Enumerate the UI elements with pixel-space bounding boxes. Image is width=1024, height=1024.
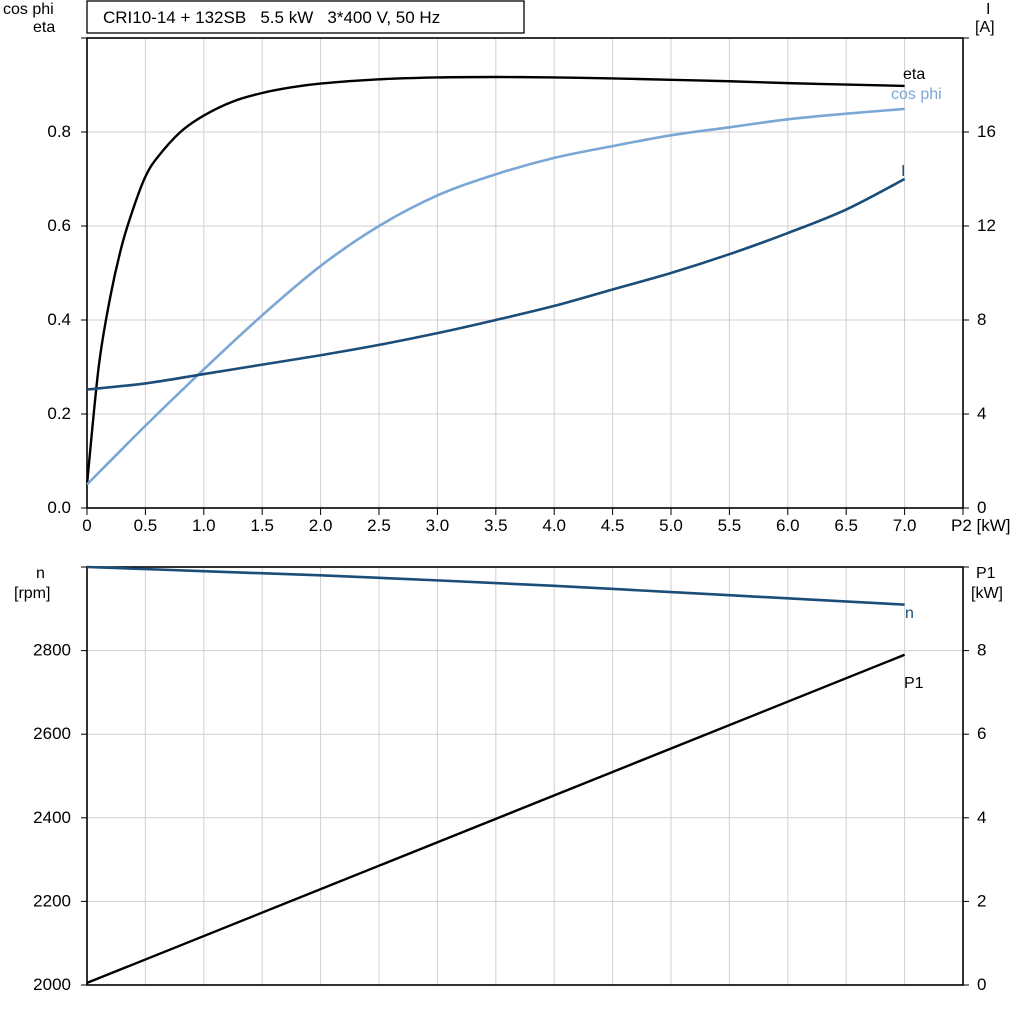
svg-text:0: 0 (82, 516, 91, 535)
svg-text:2200: 2200 (33, 891, 71, 910)
svg-text:0.8: 0.8 (47, 122, 71, 141)
svg-text:8: 8 (977, 641, 986, 660)
svg-text:12: 12 (977, 216, 996, 235)
svg-text:4.5: 4.5 (601, 516, 625, 535)
svg-text:7.0: 7.0 (893, 516, 917, 535)
svg-text:3.5: 3.5 (484, 516, 508, 535)
svg-text:8: 8 (977, 310, 986, 329)
svg-text:[rpm]: [rpm] (14, 585, 50, 602)
svg-text:4: 4 (977, 404, 986, 423)
svg-text:6.0: 6.0 (776, 516, 800, 535)
svg-text:0.6: 0.6 (47, 216, 71, 235)
svg-text:P1: P1 (976, 565, 996, 582)
svg-text:2800: 2800 (33, 641, 71, 660)
svg-text:16: 16 (977, 122, 996, 141)
svg-text:0: 0 (977, 975, 986, 994)
svg-text:I: I (901, 163, 905, 180)
svg-text:2400: 2400 (33, 808, 71, 827)
svg-text:3.0: 3.0 (426, 516, 450, 535)
svg-text:0.0: 0.0 (47, 498, 71, 517)
svg-text:n: n (36, 565, 45, 582)
svg-text:[A]: [A] (975, 19, 995, 36)
svg-text:0.4: 0.4 (47, 310, 71, 329)
svg-text:CRI10-14 + 132SB 5.5 kW 3*: CRI10-14 + 132SB 5.5 kW 3*400 V, 50 Hz (103, 8, 440, 27)
svg-text:cos phi: cos phi (891, 86, 942, 103)
svg-text:0.2: 0.2 (47, 404, 71, 423)
svg-text:5.5: 5.5 (718, 516, 742, 535)
svg-text:6.5: 6.5 (834, 516, 858, 535)
svg-text:1.5: 1.5 (250, 516, 274, 535)
svg-text:I: I (986, 1, 990, 18)
svg-text:n: n (905, 605, 914, 622)
svg-text:P2 [kW]: P2 [kW] (951, 516, 1011, 535)
svg-text:2600: 2600 (33, 724, 71, 743)
svg-text:2: 2 (977, 891, 986, 910)
svg-text:[kW]: [kW] (971, 585, 1003, 602)
svg-text:cos phi: cos phi (3, 1, 54, 18)
svg-text:2000: 2000 (33, 975, 71, 994)
svg-text:5.0: 5.0 (659, 516, 683, 535)
svg-text:6: 6 (977, 724, 986, 743)
svg-text:0.5: 0.5 (134, 516, 158, 535)
svg-text:4: 4 (977, 808, 986, 827)
svg-text:eta: eta (903, 66, 925, 83)
svg-text:1.0: 1.0 (192, 516, 216, 535)
svg-text:eta: eta (33, 19, 55, 36)
svg-text:2.5: 2.5 (367, 516, 391, 535)
svg-text:2.0: 2.0 (309, 516, 333, 535)
svg-text:0: 0 (977, 498, 986, 517)
svg-text:P1: P1 (904, 675, 924, 692)
svg-text:4.0: 4.0 (542, 516, 566, 535)
